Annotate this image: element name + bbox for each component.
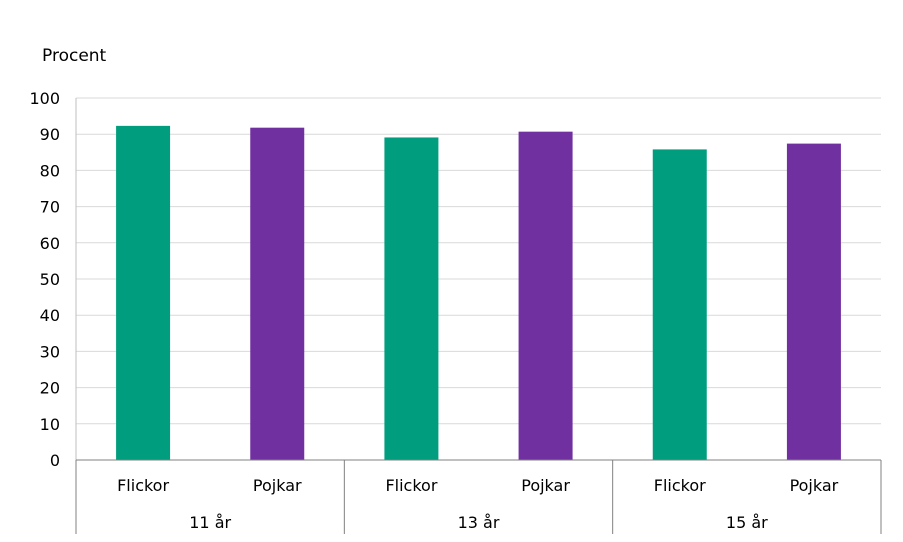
x-category-label: Flickor [654,476,706,495]
x-group-label: 11 år [189,513,231,532]
bars [116,125,841,461]
y-tick-label: 20 [40,379,60,398]
x-category-label: Pojkar [790,476,839,495]
axes [75,98,882,534]
y-tick-label: 60 [40,234,60,253]
y-tick-label: 30 [40,342,60,361]
bar-pojkar-2 [518,131,573,460]
x-category-label: Flickor [385,476,437,495]
bar-flickor-3 [652,149,707,461]
bar-flickor-1 [116,125,171,461]
y-tick-label: 50 [40,270,60,289]
y-tick-label: 70 [40,198,60,217]
x-category-label: Pojkar [521,476,570,495]
x-category-label: Pojkar [253,476,302,495]
y-tick-label: 0 [50,451,60,470]
bar-pojkar-3 [786,143,841,460]
x-group-label: 15 år [726,513,768,532]
bar-flickor-2 [384,137,439,460]
x-category-label: Flickor [117,476,169,495]
bar-pojkar-1 [250,127,305,461]
y-tick-labels: 0 10 20 30 40 50 60 70 80 90 100 [29,89,60,470]
gridlines [76,97,881,425]
y-tick-label: 40 [40,306,60,325]
y-tick-label: 80 [40,161,60,180]
x-category-labels: Flickor Pojkar Flickor Pojkar Flickor Pojkar [117,476,839,495]
y-tick-label: 90 [40,125,60,144]
y-tick-label: 10 [40,415,60,434]
x-group-label: 13 år [458,513,500,532]
x-group-labels: 11 år 13 år 15 år [189,513,768,532]
y-tick-label: 100 [29,89,60,108]
y-axis-label: Procent [42,46,107,66]
